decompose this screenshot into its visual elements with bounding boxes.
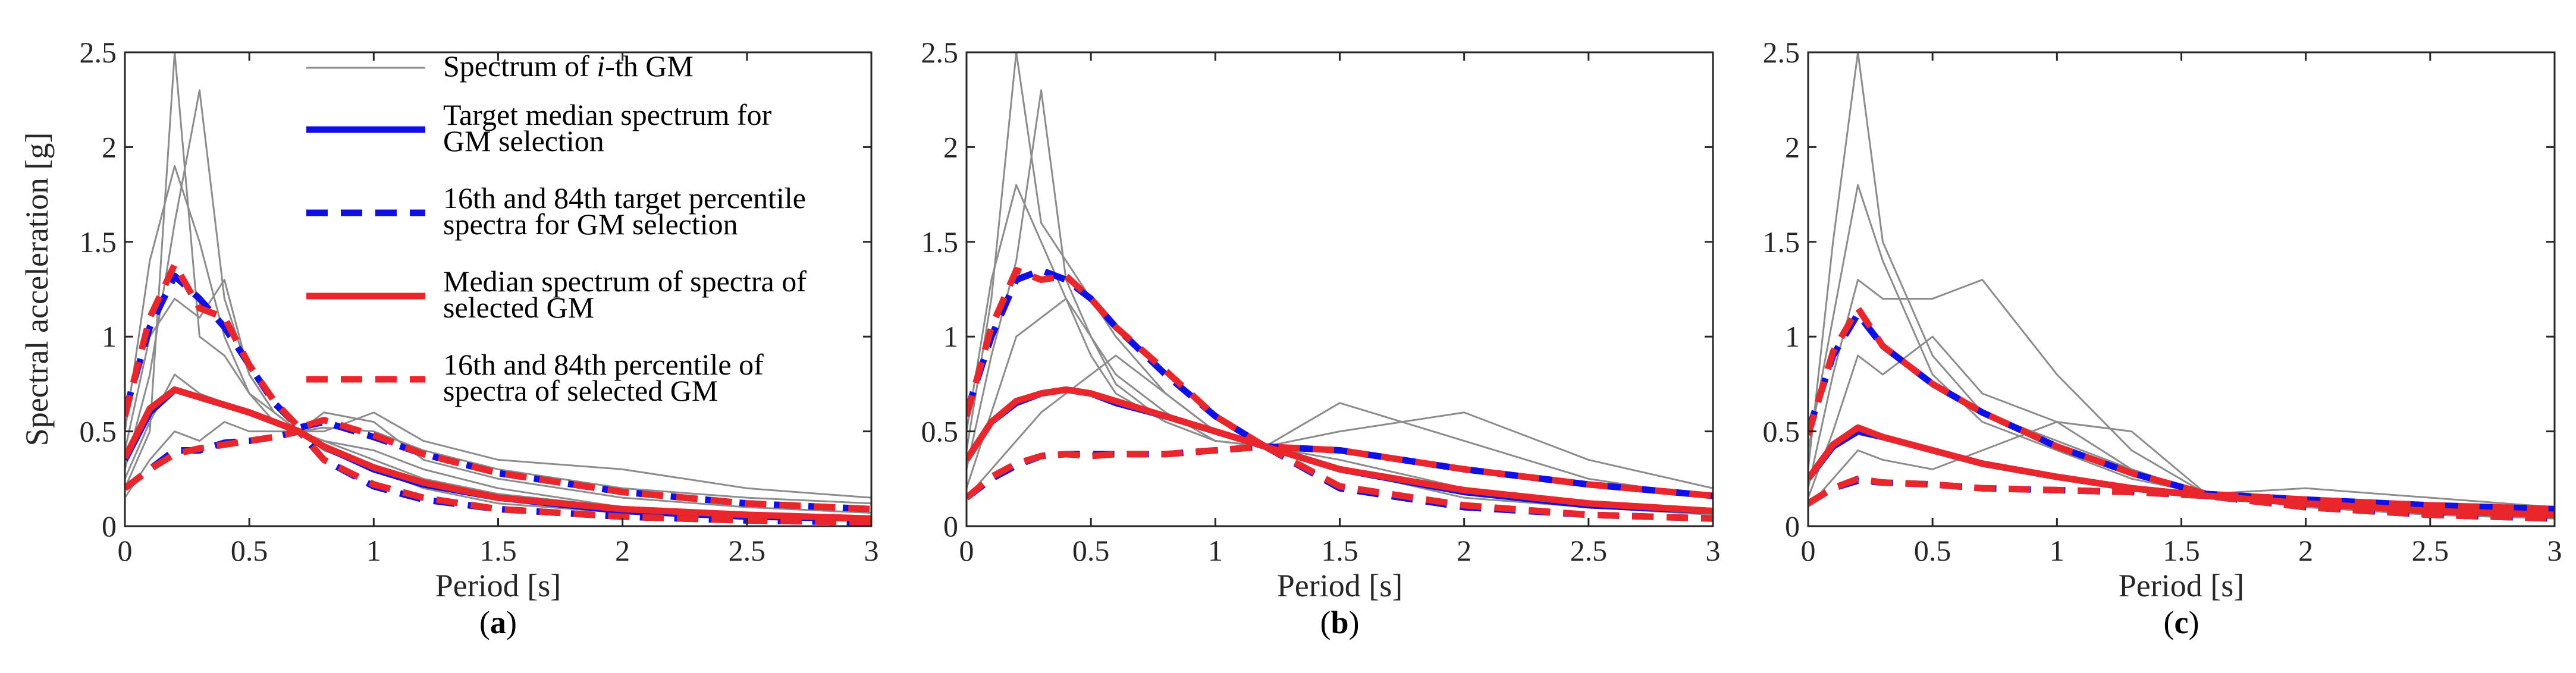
gm-spectrum-line: [967, 52, 1713, 512]
y-tick-label: 0.5: [80, 415, 117, 448]
x-axis-label: Period [s]: [2119, 568, 2244, 603]
y-tick-label: 2.5: [80, 36, 117, 69]
y-tick-label: 0.5: [921, 415, 959, 448]
panel-c: 0 0.5 1 1.5 2 2.5 3 0 0.5 1 1.5 2 2.5 Period [s](c): [1763, 36, 2562, 640]
selected-median-line: [967, 386, 1713, 514]
x-axis-label: Period [s]: [1277, 568, 1402, 603]
y-tick-label: 1: [1785, 320, 1800, 353]
y-tick-label: 1.5: [921, 225, 959, 259]
x-tick-label: 0: [118, 534, 133, 567]
x-tick-label: 3: [2547, 534, 2562, 567]
x-tick-label: 1.5: [1321, 534, 1358, 567]
y-tick-label: 0: [943, 510, 958, 543]
legend-label: spectra of selected GM: [443, 374, 718, 407]
panel-label: (c): [2164, 605, 2200, 640]
panel-label: (b): [1320, 605, 1359, 640]
legend-label: spectra for GM selection: [443, 207, 738, 241]
x-tick-label: 1.5: [479, 534, 517, 567]
target-84th-line: [967, 267, 1713, 499]
gm-spectrum-line: [967, 89, 1713, 499]
x-tick-label: 0: [959, 534, 974, 567]
x-tick-label: 1: [1208, 534, 1223, 567]
legend: Spectrum of i-th GM Target median spectru…: [306, 49, 807, 407]
y-tick-label: 1: [102, 320, 117, 353]
x-tick-label: 0.5: [1914, 534, 1951, 567]
legend-label: selected GM: [443, 291, 594, 324]
plot-area: [1808, 52, 2555, 522]
legend-label: 16th and 84th percentile of: [443, 348, 764, 381]
y-tick-label: 2.5: [1763, 36, 1800, 69]
y-axis-label: Spectral acceleration [g]: [19, 133, 55, 446]
selected-median-line: [1808, 424, 2555, 518]
x-tick-label: 2.5: [2412, 534, 2449, 567]
x-tick-label: 2: [615, 534, 630, 567]
selected-16th-line: [1808, 475, 2555, 522]
legend-label: Spectrum of i-th GM: [443, 49, 694, 83]
legend-label: 16th and 84th target percentile: [443, 181, 806, 215]
x-tick-label: 1: [2050, 534, 2064, 567]
y-tick-label: 2: [1785, 130, 1800, 163]
x-tick-label: 2: [1457, 534, 1471, 567]
x-tick-label: 0: [1801, 534, 1816, 567]
axes-box: [1807, 51, 2556, 527]
legend-item-gm: Spectrum of i-th GM: [306, 49, 694, 83]
x-tick-label: 1: [366, 534, 381, 567]
panels: 0 0.5 1 1.5 2 2.5 3 0 0.5 1 1.5 2 2.5 Period [s] Spect…: [19, 36, 2562, 640]
y-tick-label: 2: [943, 130, 958, 163]
x-tick-label: 3: [864, 534, 879, 567]
x-tick-label: 2.5: [1570, 534, 1608, 567]
legend-label: GM selection: [443, 124, 604, 158]
x-tick-label: 1.5: [2163, 534, 2200, 567]
selected-16th-line: [125, 428, 871, 526]
selected-84th-line: [125, 261, 871, 512]
y-tick-label: 0.5: [1763, 415, 1800, 448]
x-tick-label: 2.5: [729, 534, 766, 567]
y-tick-label: 2: [102, 130, 117, 163]
legend-label: Target median spectrum for: [443, 98, 772, 131]
selected-84th-line: [967, 267, 1713, 499]
y-tick-label: 0: [102, 510, 117, 543]
y-tick-label: 1.5: [1763, 225, 1800, 259]
panel-b: 0 0.5 1 1.5 2 2.5 3 0 0.5 1 1.5 2 2.5 Period [s](b): [921, 36, 1721, 640]
selected-84th-line: [1808, 304, 2555, 512]
gm-spectrum-line: [1808, 421, 2555, 508]
legend-label: Median spectrum of spectra of: [443, 265, 807, 298]
selected-16th-line: [967, 443, 1713, 522]
x-tick-label: 0.5: [231, 534, 268, 567]
y-tick-label: 1.5: [80, 225, 117, 259]
gm-spectrum-line: [967, 184, 1713, 516]
gm-spectrum-line: [1808, 184, 2555, 514]
y-tick-label: 2.5: [921, 36, 959, 69]
gm-spectrum-line: [125, 411, 871, 499]
x-tick-label: 2: [2298, 534, 2313, 567]
y-tick-label: 1: [943, 320, 958, 353]
gm-spectrum-line: [967, 297, 1713, 489]
x-tick-label: 3: [1706, 534, 1721, 567]
panel-label: (a): [479, 605, 517, 640]
x-tick-label: 0.5: [1072, 534, 1110, 567]
selected-median-line: [125, 386, 871, 522]
y-tick-label: 0: [1785, 510, 1800, 543]
x-axis-label: Period [s]: [435, 568, 561, 603]
panel-a: 0 0.5 1 1.5 2 2.5 3 0 0.5 1 1.5 2 2.5 Period [s] Spect…: [19, 36, 879, 640]
plot-area: [967, 52, 1713, 522]
plot-area: [125, 52, 871, 526]
